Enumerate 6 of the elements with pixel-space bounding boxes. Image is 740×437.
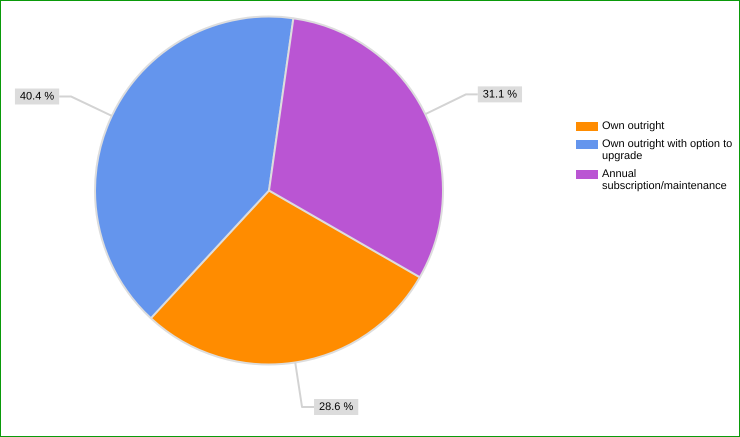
legend-label: Annual subscription/maintenance — [602, 168, 728, 192]
data-label: 31.1 % — [482, 88, 518, 100]
data-label: 28.6 % — [319, 401, 354, 414]
data-label: 40.4 % — [20, 90, 54, 103]
legend-label: Own outright with option to upgrade — [602, 138, 734, 162]
legend-label: Own outright — [602, 120, 664, 132]
